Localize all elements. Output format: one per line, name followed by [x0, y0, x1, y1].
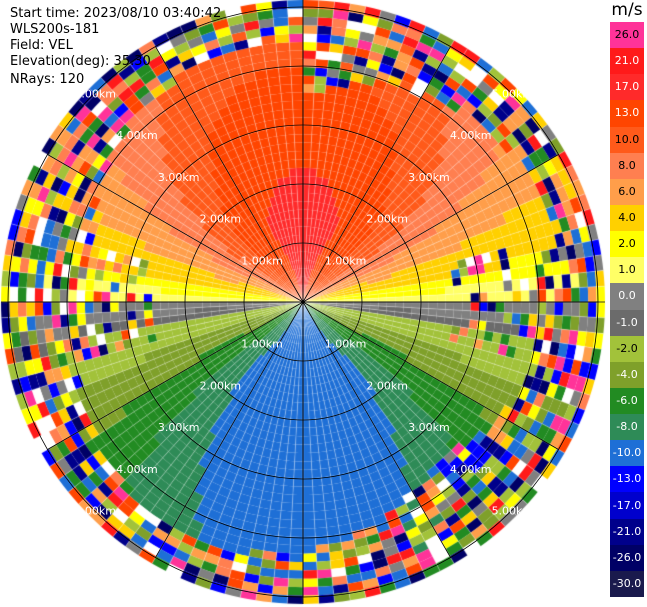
colorbar-tick-label: 8.0 [618, 158, 636, 172]
range-ring-label: 3.00km [408, 421, 450, 434]
colorbar-tick-label: 21.0 [614, 54, 640, 68]
range-ring-label: 2.00km [366, 213, 408, 226]
range-ring-label: 3.00km [408, 171, 450, 184]
colorbar-tick-label: -4.0 [616, 367, 638, 381]
colorbar-tick-label: -21.0 [612, 524, 642, 538]
nrays-label: NRays: 120 [10, 72, 85, 87]
start-time-label: Start time: 2023/08/10 03:40:42 [10, 6, 222, 21]
colorbar-segment [610, 204, 644, 232]
colorbar-segment [610, 309, 644, 337]
colorbar-tick-label: -30.0 [612, 576, 642, 590]
range-ring-overlay: 1.00km 1.00km 1.00km 1.00km 2.00km 2.00km 2.00… [1, 0, 605, 604]
range-ring-label: 2.00km [200, 213, 242, 226]
colorbar-segment [610, 440, 644, 467]
range-ring-label: 1.00km [241, 254, 283, 267]
colorbar-tick-label: -1.0 [616, 315, 638, 329]
colorbar-segment [610, 22, 644, 49]
colorbar-segment [610, 283, 644, 310]
colorbar-tick-label: -6.0 [616, 393, 638, 407]
colorbar-unit: m/s [611, 0, 643, 20]
range-ring-label: 3.00km [158, 171, 200, 184]
azimuth-spoke [302, 46, 451, 303]
range-ring-label: 4.00km [116, 463, 158, 476]
colorbar: 26.0 21.0 17.0 13.0 10.0 8.0 6.0 4.0 2.0 1.0 0.0 -1… [610, 22, 644, 598]
colorbar-segment [610, 100, 644, 128]
azimuth-spoke [155, 46, 304, 303]
field-label: Field: VEL [10, 38, 73, 53]
colorbar-segment [610, 152, 644, 180]
range-ring-label: 5.00km [492, 505, 534, 518]
instrument-label: WLS200s-181 [10, 22, 100, 37]
range-ring-label: 2.00km [200, 379, 242, 392]
range-ring-label: 1.00km [325, 254, 367, 267]
azimuth-spoke [47, 154, 304, 303]
colorbar-tick-label: 6.0 [618, 184, 636, 198]
azimuth-spoke [302, 154, 559, 303]
range-ring-label: 5.00km [74, 505, 116, 518]
colorbar-tick-label: -2.0 [616, 341, 638, 355]
colorbar-tick-label: 2.0 [618, 237, 636, 251]
colorbar-segment [610, 466, 644, 493]
azimuth-spoke [47, 301, 304, 450]
colorbar-tick-label: 1.0 [618, 263, 636, 277]
colorbar-tick-label: 13.0 [614, 106, 640, 120]
colorbar-segment [610, 231, 644, 258]
colorbar-segment [610, 492, 644, 520]
range-ring-label: 1.00km [241, 338, 283, 351]
colorbar-segment [610, 518, 644, 546]
colorbar-segment [610, 544, 644, 572]
azimuth-spoke [155, 301, 304, 558]
colorbar-segment [610, 414, 644, 441]
range-ring-label: 4.00km [450, 463, 492, 476]
colorbar-tick-label: 4.0 [618, 211, 636, 225]
colorbar-tick-label: -13.0 [612, 472, 642, 486]
azimuth-spoke [302, 301, 559, 450]
colorbar-tick-label: 10.0 [614, 132, 640, 146]
colorbar-tick-label: -17.0 [612, 498, 642, 512]
colorbar-segment [610, 257, 644, 284]
range-ring-label: 5.00km [492, 87, 534, 100]
colorbar-tick-label: -26.0 [612, 550, 642, 564]
range-ring-label: 3.00km [158, 421, 200, 434]
range-ring-label: 4.00km [450, 129, 492, 142]
azimuth-spoke [302, 301, 451, 558]
colorbar-tick-label: -10.0 [612, 446, 642, 460]
range-ring-label: 1.00km [325, 338, 367, 351]
range-ring-label: 2.00km [366, 379, 408, 392]
colorbar-segment [610, 570, 644, 598]
range-ring-label: 5.00km [74, 87, 116, 100]
colorbar-tick-label: 17.0 [614, 80, 640, 94]
range-ring-label: 4.00km [116, 129, 158, 142]
colorbar-segment [610, 126, 644, 154]
colorbar-segment [610, 74, 644, 101]
colorbar-segment [610, 178, 644, 206]
colorbar-segment [610, 387, 644, 415]
colorbar-segment [610, 335, 644, 363]
colorbar-tick-label: 0.0 [618, 289, 636, 303]
colorbar-segment [610, 361, 644, 389]
colorbar-tick-label: 26.0 [614, 28, 640, 42]
elevation-label: Elevation(deg): 35.30 [10, 54, 151, 69]
colorbar-segment [610, 48, 644, 75]
colorbar-tick-label: -8.0 [616, 420, 638, 434]
